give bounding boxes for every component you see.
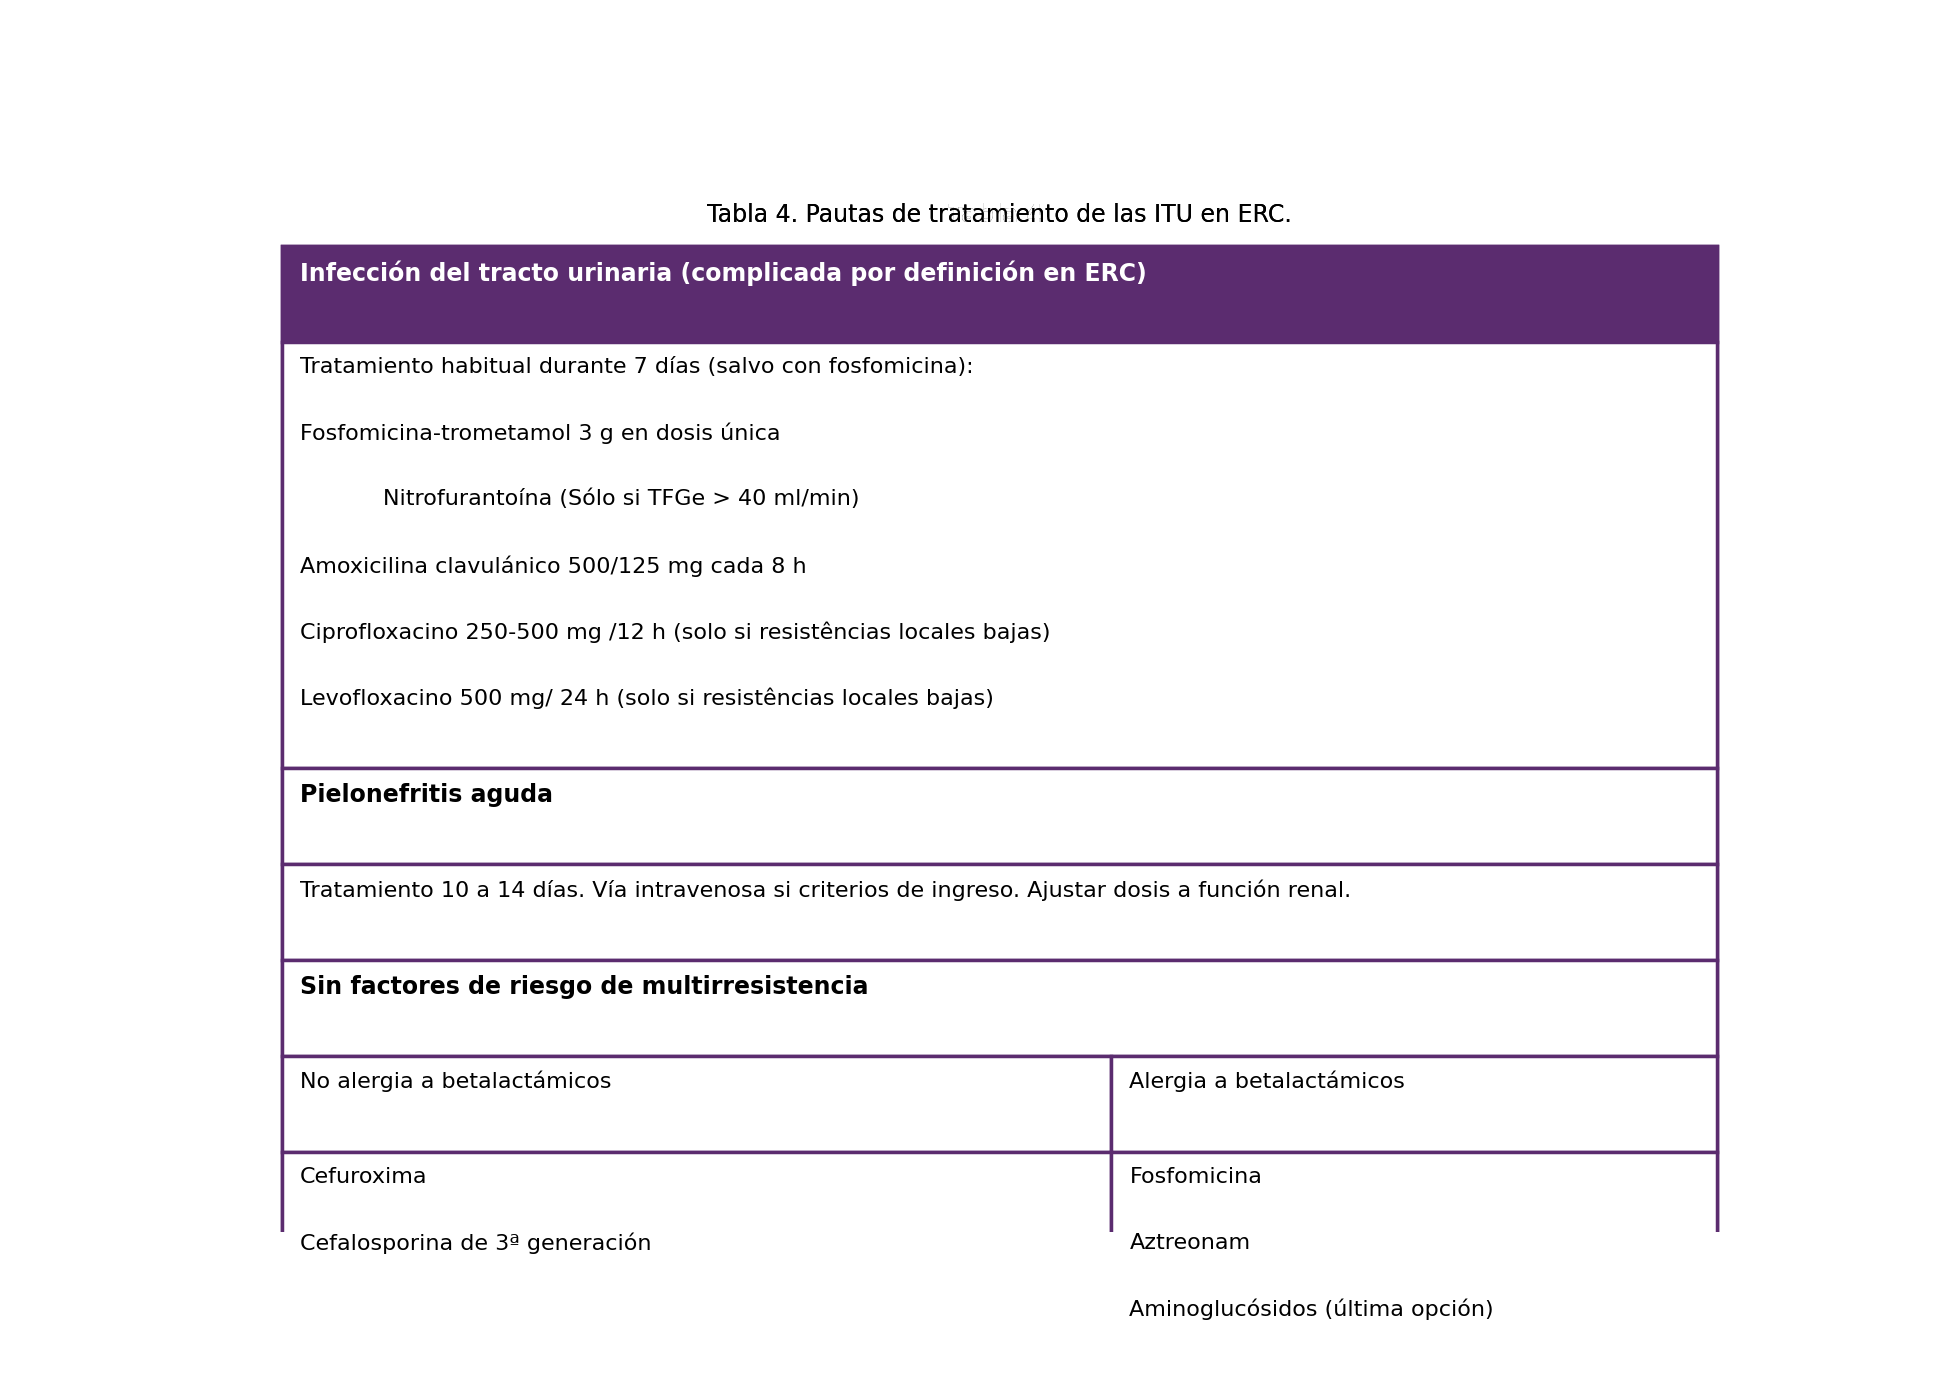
Bar: [281, 864, 1718, 960]
Text: Tratamiento habitual durante 7 días (salvo con fosfomicina):: Tratamiento habitual durante 7 días (sal…: [300, 357, 973, 376]
Text: Aminoglucósidos (última opción): Aminoglucósidos (última opción): [1129, 1300, 1494, 1320]
Text: Tabla 4.: Tabla 4.: [948, 203, 1051, 227]
Text: Tabla 4.: Tabla 4.: [948, 203, 1051, 227]
Bar: [281, 1056, 1111, 1151]
Text: Tabla 4. Pautas de tratamiento de las ITU en ERC.: Tabla 4. Pautas de tratamiento de las IT…: [708, 203, 1291, 227]
Text: Cefalosporina de 3ª generación: Cefalosporina de 3ª generación: [300, 1233, 651, 1254]
Bar: [281, 1151, 1111, 1380]
Text: Sin factores de riesgo de multirresistencia: Sin factores de riesgo de multirresisten…: [300, 974, 868, 999]
Text: Pielonefritis aguda: Pielonefritis aguda: [300, 783, 552, 807]
Text: Aztreonam: Aztreonam: [1129, 1233, 1250, 1253]
Text: Ciprofloxacino 250-500 mg /12 h (solo si resistências locales bajas): Ciprofloxacino 250-500 mg /12 h (solo si…: [300, 621, 1051, 642]
Text: Levofloxacino 500 mg/ 24 h (solo si resistências locales bajas): Levofloxacino 500 mg/ 24 h (solo si resi…: [300, 688, 994, 709]
Bar: [281, 1380, 1718, 1384]
Text: Amoxicilina clavulánico 500/125 mg cada 8 h: Amoxicilina clavulánico 500/125 mg cada …: [300, 555, 805, 577]
Text: Alergia a betalactámicos: Alergia a betalactámicos: [1129, 1071, 1406, 1092]
Text: Tabla 4. Pautas de tratamiento de las ITU en ERC.: Tabla 4. Pautas de tratamiento de las IT…: [708, 203, 1291, 227]
Text: Nitrofurantoína (Sólo si TFGe > 40 ml/min): Nitrofurantoína (Sólo si TFGe > 40 ml/mi…: [382, 489, 860, 509]
Bar: [281, 246, 1718, 342]
Bar: [281, 768, 1718, 864]
Text: Cefuroxima: Cefuroxima: [300, 1167, 427, 1186]
Bar: [1112, 1151, 1718, 1380]
Bar: [1112, 1056, 1718, 1151]
Text: Infección del tracto urinaria (complicada por definición en ERC): Infección del tracto urinaria (complicad…: [300, 262, 1147, 286]
Text: Fosfomicina-trometamol 3 g en dosis única: Fosfomicina-trometamol 3 g en dosis únic…: [300, 424, 780, 444]
Text: Fosfomicina: Fosfomicina: [1129, 1167, 1262, 1186]
Bar: [281, 342, 1718, 768]
Text: Tratamiento 10 a 14 días. Vía intravenosa si criterios de ingreso. Ajustar dosis: Tratamiento 10 a 14 días. Vía intravenos…: [300, 879, 1351, 901]
Bar: [281, 960, 1718, 1056]
Text: No alergia a betalactámicos: No alergia a betalactámicos: [300, 1071, 610, 1092]
